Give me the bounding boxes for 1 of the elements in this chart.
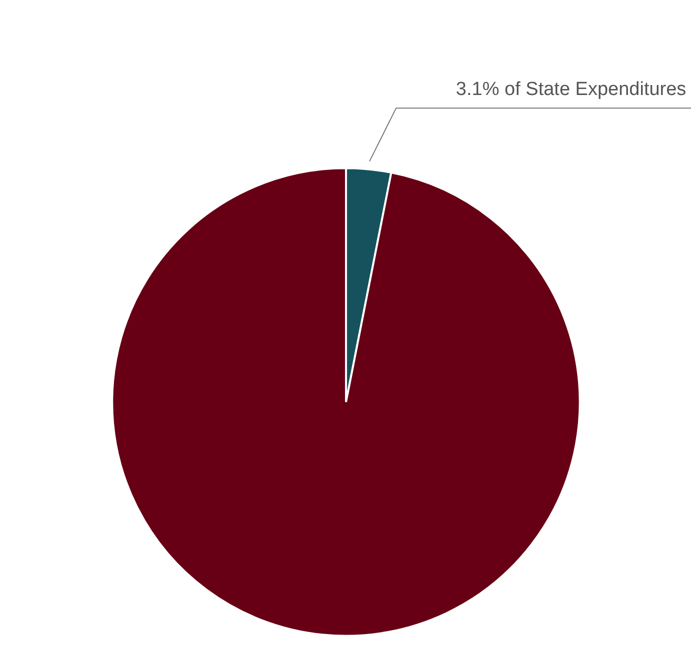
- data-label: 3.1% of State Expenditures: [456, 79, 686, 100]
